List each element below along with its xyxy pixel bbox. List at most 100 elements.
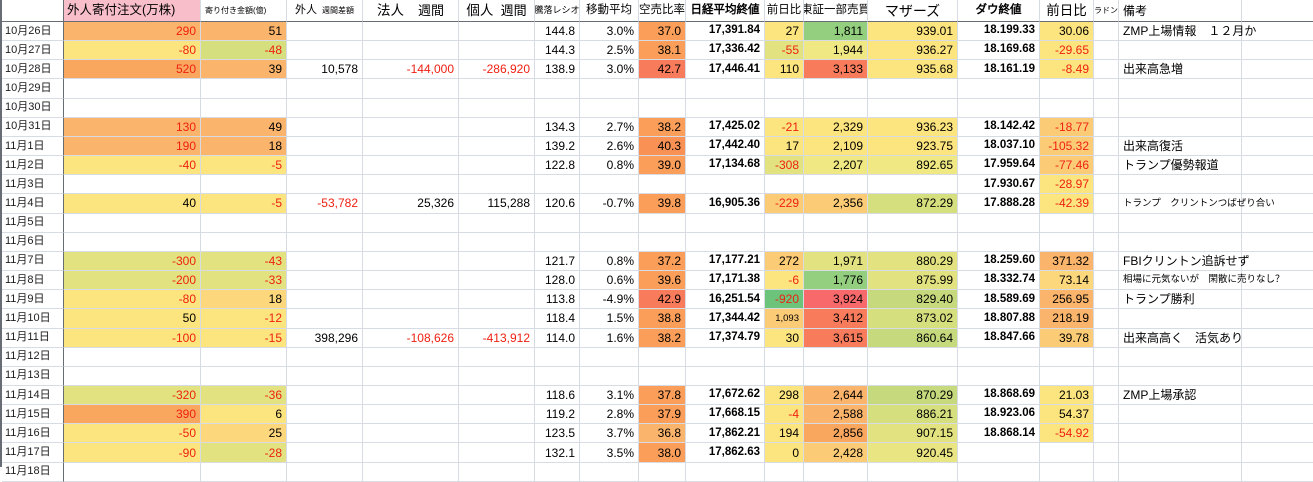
cell-corporate-weekly[interactable] bbox=[363, 405, 459, 425]
date-cell[interactable]: 11月14日 bbox=[2, 385, 64, 406]
cell-individual-weekly[interactable] bbox=[459, 443, 535, 463]
cell-corporate-weekly[interactable] bbox=[363, 290, 459, 310]
cell-short-sell-ratio[interactable]: 38.8 bbox=[639, 309, 686, 329]
cell-remarks[interactable] bbox=[1119, 309, 1242, 329]
cell-opening-amount[interactable] bbox=[201, 213, 287, 233]
cell-opening-amount[interactable]: -48 bbox=[201, 41, 287, 61]
col-header-short-sell-ratio[interactable]: 空売比率 bbox=[639, 0, 686, 22]
cell-moving-average[interactable]: 3.0% bbox=[580, 60, 639, 80]
cell-tse1-trading-value[interactable]: 2,207 bbox=[804, 156, 868, 176]
cell-remarks[interactable]: 出来高復活 bbox=[1119, 136, 1242, 157]
cell-dow-close[interactable] bbox=[958, 347, 1040, 367]
cell-foreign-opening-order[interactable] bbox=[64, 175, 201, 195]
cell-advance-decline-ratio[interactable]: 123.5 bbox=[535, 424, 580, 444]
cell-dow-close[interactable]: 18.868.14 bbox=[958, 424, 1040, 444]
cell-nikkei-close[interactable] bbox=[686, 175, 765, 195]
cell-advance-decline-ratio[interactable]: 134.3 bbox=[535, 117, 580, 137]
cell-tse1-trading-value[interactable]: 2,856 bbox=[804, 424, 868, 444]
cell-opening-amount[interactable]: 18 bbox=[201, 136, 287, 157]
blank-cell[interactable] bbox=[1242, 309, 1313, 329]
cell-dow-change[interactable]: -29.65 bbox=[1040, 41, 1094, 61]
blank-cell[interactable] bbox=[1242, 424, 1313, 444]
cell-mothers-index[interactable]: 886.21 bbox=[868, 405, 958, 425]
cell-foreign-weekly[interactable]: 398,296 bbox=[287, 328, 363, 348]
cell-dow-change[interactable] bbox=[1040, 98, 1094, 118]
cell-foreign-opening-order[interactable]: 40 bbox=[64, 194, 201, 214]
cell-foreign-weekly[interactable] bbox=[287, 251, 363, 272]
cell-nikkei-change[interactable]: -4 bbox=[765, 405, 804, 425]
cell-foreign-opening-order[interactable]: 190 bbox=[64, 136, 201, 157]
col-header-remarks[interactable]: 備考 bbox=[1119, 0, 1242, 22]
cell-short-sell-ratio[interactable]: 37.8 bbox=[639, 385, 686, 406]
cell-tse1-trading-value[interactable]: 2,329 bbox=[804, 117, 868, 137]
cell-opening-amount[interactable]: 51 bbox=[201, 22, 287, 42]
col-header-nikkei-change[interactable]: 前日比 bbox=[765, 0, 804, 22]
cell-remarks[interactable] bbox=[1119, 213, 1242, 233]
cell-nikkei-change[interactable]: 27 bbox=[765, 22, 804, 42]
date-cell[interactable]: 10月31日 bbox=[2, 117, 64, 137]
cell-nikkei-change[interactable]: 1,093 bbox=[765, 309, 804, 329]
cell-corporate-weekly[interactable] bbox=[363, 136, 459, 157]
cell-dow-change[interactable] bbox=[1040, 213, 1094, 233]
date-cell[interactable]: 10月27日 bbox=[2, 41, 64, 61]
date-cell[interactable]: 11月8日 bbox=[2, 271, 64, 291]
cell-dow-change[interactable]: -8.49 bbox=[1040, 60, 1094, 80]
cell-nikkei-close[interactable]: 17,344.42 bbox=[686, 309, 765, 329]
cell-advance-decline-ratio[interactable]: 119.2 bbox=[535, 405, 580, 425]
cell-moving-average[interactable] bbox=[580, 213, 639, 233]
cell-foreign-opening-order[interactable] bbox=[64, 232, 201, 252]
cell-foreign-weekly[interactable] bbox=[287, 175, 363, 195]
cell-radon[interactable] bbox=[1094, 60, 1119, 80]
cell-nikkei-change[interactable] bbox=[765, 98, 804, 118]
cell-radon[interactable] bbox=[1094, 117, 1119, 137]
cell-individual-weekly[interactable] bbox=[459, 347, 535, 367]
cell-nikkei-change[interactable] bbox=[765, 213, 804, 233]
cell-nikkei-close[interactable] bbox=[686, 462, 765, 482]
cell-advance-decline-ratio[interactable]: 122.8 bbox=[535, 156, 580, 176]
cell-individual-weekly[interactable] bbox=[459, 22, 535, 42]
cell-nikkei-close[interactable]: 16,905.36 bbox=[686, 194, 765, 214]
cell-opening-amount[interactable]: 49 bbox=[201, 117, 287, 137]
date-cell[interactable]: 11月5日 bbox=[2, 213, 64, 233]
cell-short-sell-ratio[interactable]: 39.0 bbox=[639, 156, 686, 176]
blank-cell[interactable] bbox=[1242, 175, 1313, 195]
cell-foreign-opening-order[interactable] bbox=[64, 462, 201, 482]
cell-opening-amount[interactable]: -5 bbox=[201, 156, 287, 176]
cell-mothers-index[interactable]: 892.65 bbox=[868, 156, 958, 176]
date-cell[interactable]: 11月3日 bbox=[2, 175, 64, 195]
cell-foreign-weekly[interactable] bbox=[287, 117, 363, 137]
cell-short-sell-ratio[interactable]: 38.2 bbox=[639, 328, 686, 348]
cell-tse1-trading-value[interactable]: 1,811 bbox=[804, 22, 868, 42]
date-cell[interactable]: 11月1日 bbox=[2, 136, 64, 157]
cell-individual-weekly[interactable] bbox=[459, 117, 535, 137]
cell-individual-weekly[interactable] bbox=[459, 424, 535, 444]
cell-radon[interactable] bbox=[1094, 98, 1119, 118]
blank-cell[interactable] bbox=[1242, 405, 1313, 425]
cell-short-sell-ratio[interactable] bbox=[639, 232, 686, 252]
cell-opening-amount[interactable]: 18 bbox=[201, 290, 287, 310]
col-header-foreign-opening-order[interactable]: 外人寄付注文(万株) bbox=[64, 0, 201, 22]
cell-tse1-trading-value[interactable] bbox=[804, 347, 868, 367]
cell-mothers-index[interactable] bbox=[868, 232, 958, 252]
cell-dow-close[interactable]: 18.169.68 bbox=[958, 41, 1040, 61]
cell-moving-average[interactable] bbox=[580, 462, 639, 482]
cell-advance-decline-ratio[interactable] bbox=[535, 79, 580, 99]
cell-dow-change[interactable] bbox=[1040, 232, 1094, 252]
cell-remarks[interactable] bbox=[1119, 462, 1242, 482]
date-cell[interactable]: 11月16日 bbox=[2, 424, 64, 444]
cell-moving-average[interactable]: 1.5% bbox=[580, 309, 639, 329]
cell-foreign-weekly[interactable] bbox=[287, 232, 363, 252]
date-cell[interactable]: 11月11日 bbox=[2, 328, 64, 348]
cell-mothers-index[interactable]: 907.15 bbox=[868, 424, 958, 444]
cell-moving-average[interactable] bbox=[580, 79, 639, 99]
cell-remarks[interactable] bbox=[1119, 405, 1242, 425]
cell-individual-weekly[interactable] bbox=[459, 232, 535, 252]
cell-foreign-opening-order[interactable]: -50 bbox=[64, 424, 201, 444]
cell-individual-weekly[interactable]: -286,920 bbox=[459, 60, 535, 80]
cell-remarks[interactable]: 出来高急増 bbox=[1119, 60, 1242, 80]
cell-remarks[interactable] bbox=[1119, 443, 1242, 463]
date-cell[interactable]: 11月13日 bbox=[2, 366, 64, 386]
col-header-blank[interactable] bbox=[1242, 0, 1313, 22]
cell-short-sell-ratio[interactable]: 38.2 bbox=[639, 117, 686, 137]
cell-nikkei-close[interactable]: 17,668.15 bbox=[686, 405, 765, 425]
